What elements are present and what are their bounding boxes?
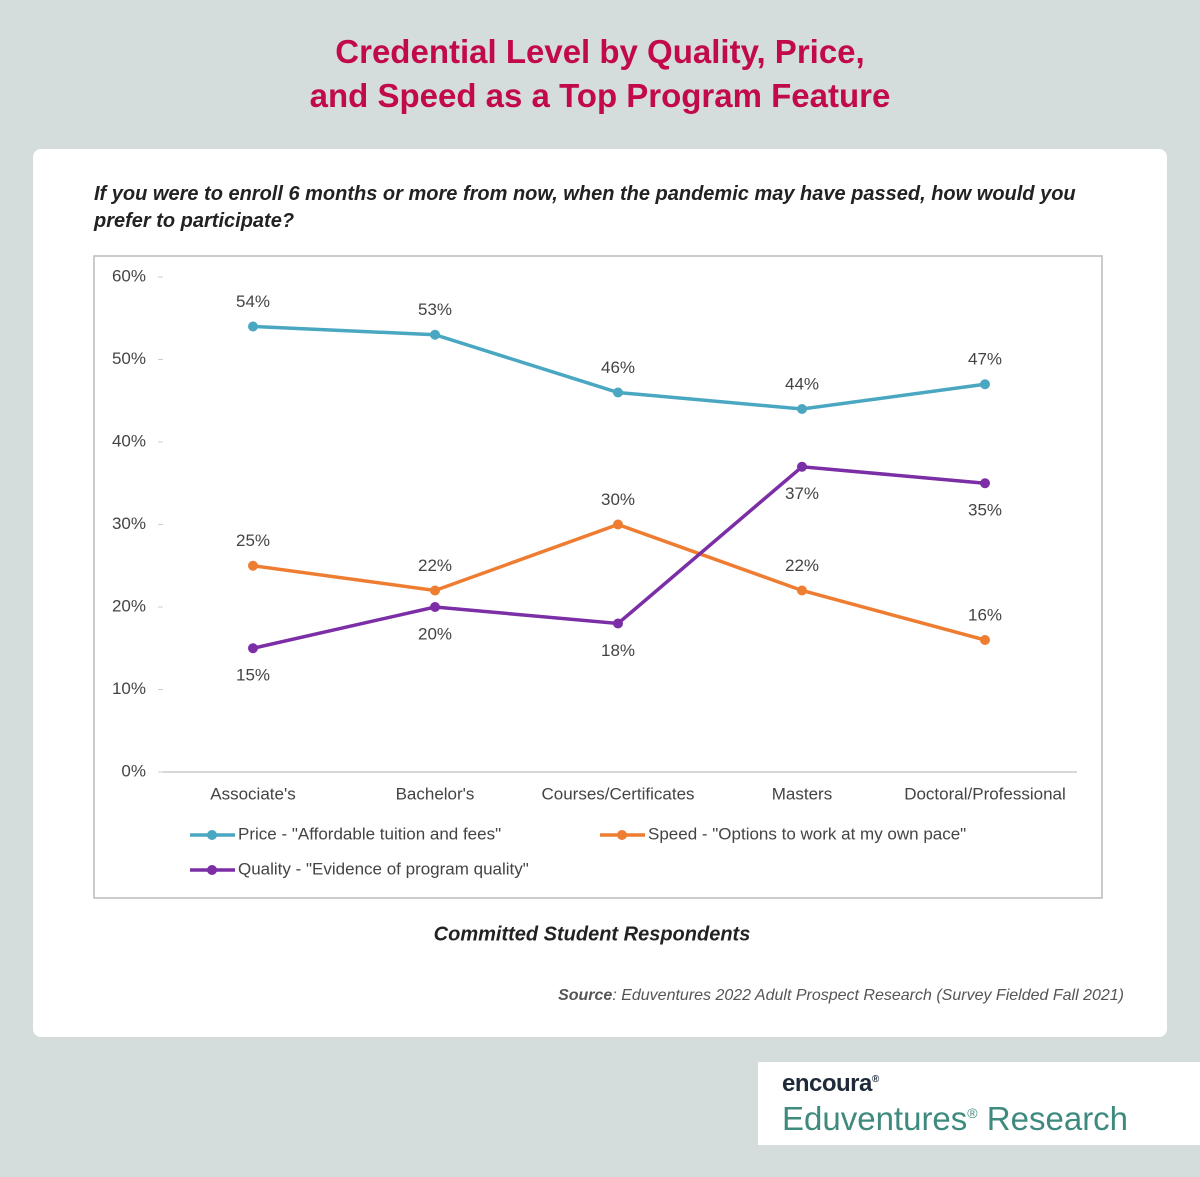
- data-label: 22%: [418, 556, 452, 575]
- chart-question: If you were to enroll 6 months or more f…: [94, 183, 1076, 232]
- data-point: [430, 585, 440, 596]
- data-label: 47%: [968, 350, 1002, 369]
- legend-label: Quality - "Evidence of program quality": [238, 859, 529, 878]
- data-point: [430, 329, 440, 340]
- y-tick-label: 0%: [121, 761, 146, 780]
- legend-marker: [207, 865, 217, 875]
- source-label: Source: [558, 987, 612, 1004]
- data-point: [430, 602, 440, 612]
- data-point: [797, 461, 807, 472]
- data-label: 35%: [968, 501, 1002, 520]
- brand-text: encoura: [782, 1070, 872, 1097]
- data-point: [797, 404, 807, 414]
- y-tick-label: 60%: [112, 266, 146, 285]
- data-point: [980, 379, 990, 390]
- y-tick-label: 40%: [112, 431, 146, 450]
- source: Source: Eduventures 2022 Adult Prospect …: [558, 987, 1124, 1004]
- data-label: 30%: [601, 490, 635, 509]
- chart-frame: [93, 255, 1103, 899]
- x-tick-label: Doctoral/Professional: [904, 784, 1066, 803]
- chart-caption: Committed Student Respondents: [434, 923, 751, 945]
- data-label: 20%: [418, 624, 452, 643]
- x-tick-label: Bachelor's: [396, 784, 475, 803]
- data-label: 46%: [601, 358, 635, 377]
- data-label: 37%: [785, 484, 819, 503]
- data-point: [248, 643, 258, 654]
- data-point: [613, 387, 623, 398]
- data-point: [980, 635, 990, 645]
- data-point: [797, 585, 807, 596]
- legend-label: Price - "Affordable tuition and fees": [238, 824, 501, 843]
- legend-marker: [617, 830, 627, 840]
- data-point: [248, 560, 258, 571]
- data-label: 22%: [785, 556, 819, 575]
- legend-label: Speed - "Options to work at my own pace": [648, 824, 966, 843]
- source-text: : Eduventures 2022 Adult Prospect Resear…: [612, 987, 1124, 1004]
- name-mark: ®: [967, 1105, 978, 1121]
- logo: encoura® Eduventures® Research: [758, 1062, 1200, 1145]
- name-suffix: Research: [986, 1100, 1129, 1137]
- data-label: 18%: [601, 641, 635, 660]
- data-label: 54%: [236, 292, 270, 311]
- x-tick-label: Associate's: [210, 784, 295, 803]
- logo-brand: encoura®: [782, 1070, 879, 1098]
- data-label: 25%: [236, 531, 270, 550]
- brand-mark: ®: [871, 1074, 879, 1085]
- x-tick-label: Courses/Certificates: [541, 784, 694, 803]
- data-label: 44%: [785, 374, 819, 393]
- logo-name: Eduventures® Research: [782, 1100, 1128, 1138]
- data-point: [980, 478, 990, 489]
- legend-marker: [207, 830, 217, 840]
- data-label: 16%: [968, 605, 1002, 624]
- y-tick-label: 10%: [112, 679, 146, 698]
- page-title: Credential Level by Quality, Price, and …: [309, 33, 891, 114]
- data-point: [248, 321, 258, 332]
- y-tick-label: 30%: [112, 514, 146, 533]
- data-label: 15%: [236, 666, 270, 685]
- y-tick-label: 50%: [112, 349, 146, 368]
- card: [33, 149, 1167, 1037]
- y-tick-label: 20%: [112, 596, 146, 615]
- x-tick-label: Masters: [772, 784, 832, 803]
- data-label: 53%: [418, 300, 452, 319]
- name-text: Eduventures: [782, 1100, 968, 1137]
- data-point: [613, 618, 623, 629]
- data-point: [613, 519, 623, 530]
